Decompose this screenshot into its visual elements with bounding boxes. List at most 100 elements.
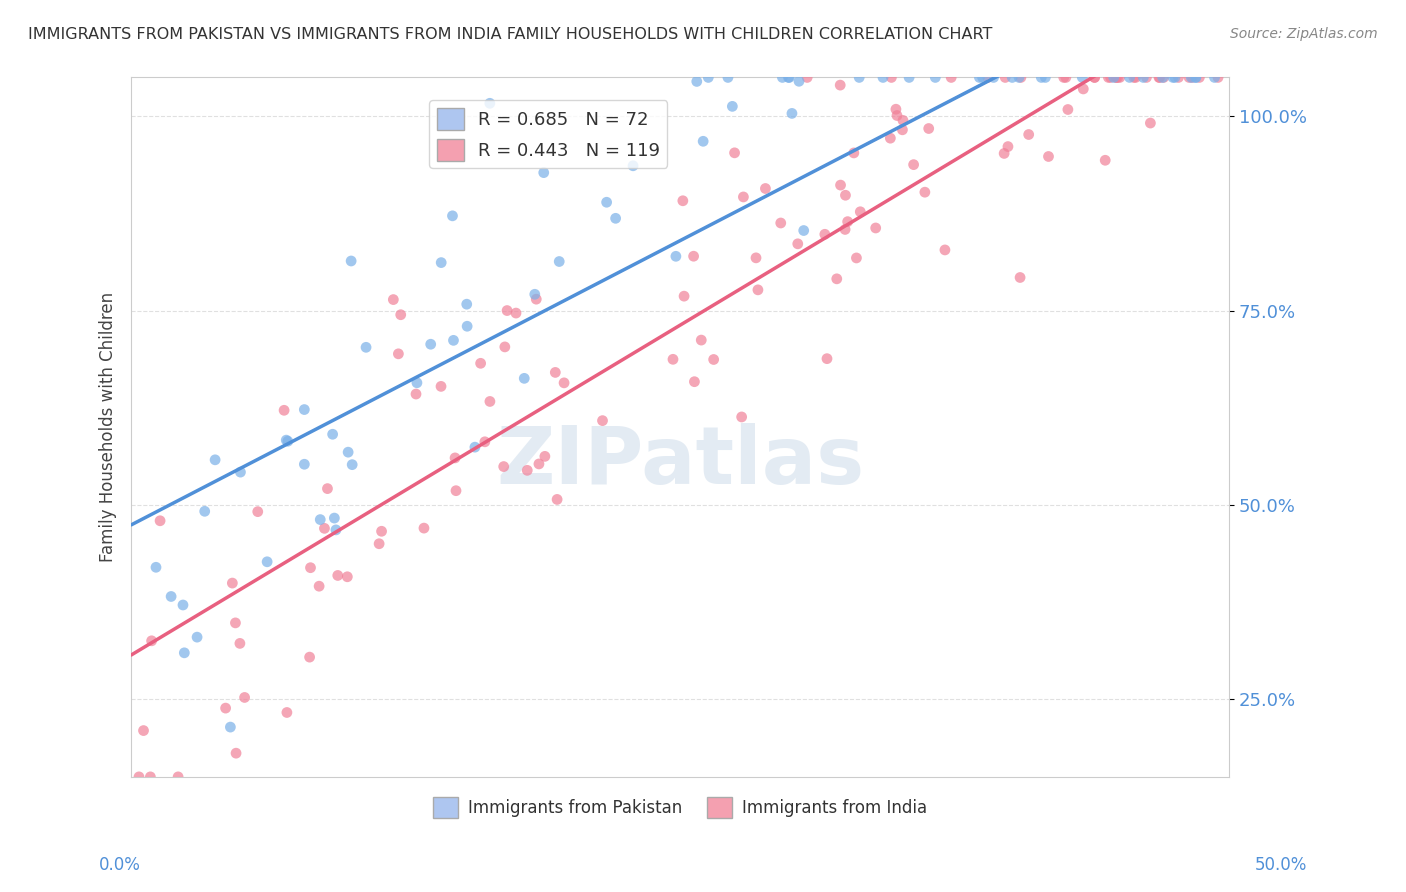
Point bbox=[139, 770, 162, 784]
Point bbox=[308, 579, 330, 593]
Point bbox=[1188, 70, 1211, 85]
Point bbox=[787, 74, 810, 88]
Point bbox=[276, 433, 298, 447]
Point bbox=[1132, 70, 1154, 85]
Point bbox=[621, 159, 644, 173]
Point bbox=[340, 254, 363, 268]
Point bbox=[173, 646, 195, 660]
Point bbox=[837, 214, 859, 228]
Point bbox=[246, 505, 269, 519]
Point bbox=[994, 70, 1017, 85]
Point bbox=[336, 570, 359, 584]
Point bbox=[277, 434, 299, 449]
Point bbox=[387, 347, 409, 361]
Point bbox=[370, 524, 392, 539]
Point bbox=[848, 70, 870, 85]
Point bbox=[845, 251, 868, 265]
Point bbox=[470, 356, 492, 370]
Point bbox=[219, 720, 242, 734]
Point bbox=[1053, 70, 1076, 85]
Point bbox=[534, 450, 557, 464]
Point bbox=[322, 427, 344, 442]
Point bbox=[1164, 70, 1187, 85]
Point bbox=[430, 255, 453, 269]
Point bbox=[340, 458, 363, 472]
Point bbox=[1107, 70, 1129, 85]
Point bbox=[1105, 70, 1128, 85]
Point bbox=[914, 185, 936, 199]
Point bbox=[834, 222, 856, 236]
Point bbox=[1108, 70, 1130, 85]
Point bbox=[993, 146, 1015, 161]
Point bbox=[325, 523, 347, 537]
Point bbox=[430, 379, 453, 393]
Point bbox=[665, 249, 688, 263]
Point bbox=[880, 70, 903, 85]
Point bbox=[983, 70, 1005, 85]
Point bbox=[690, 333, 713, 347]
Point bbox=[298, 650, 321, 665]
Point bbox=[1161, 70, 1184, 85]
Point bbox=[505, 306, 527, 320]
Point bbox=[697, 70, 720, 85]
Point bbox=[815, 351, 838, 366]
Point bbox=[997, 139, 1019, 153]
Point bbox=[548, 254, 571, 268]
Point bbox=[1057, 103, 1080, 117]
Point bbox=[941, 70, 963, 85]
Point bbox=[786, 236, 808, 251]
Point bbox=[492, 459, 515, 474]
Point bbox=[405, 387, 427, 401]
Point bbox=[825, 272, 848, 286]
Point bbox=[969, 70, 991, 85]
Point bbox=[672, 194, 695, 208]
Point bbox=[903, 158, 925, 172]
Point bbox=[337, 445, 360, 459]
Point bbox=[221, 576, 243, 591]
Point bbox=[1152, 70, 1174, 85]
Point bbox=[778, 70, 800, 85]
Point bbox=[1031, 70, 1053, 85]
Point bbox=[225, 746, 247, 760]
Point bbox=[474, 434, 496, 449]
Point bbox=[686, 74, 709, 88]
Point bbox=[1118, 70, 1140, 85]
Point bbox=[456, 319, 478, 334]
Point bbox=[299, 560, 322, 574]
Point bbox=[683, 375, 706, 389]
Legend: Immigrants from Pakistan, Immigrants from India: Immigrants from Pakistan, Immigrants fro… bbox=[426, 791, 934, 824]
Point bbox=[527, 457, 550, 471]
Point bbox=[141, 633, 163, 648]
Point bbox=[769, 216, 792, 230]
Point bbox=[592, 414, 614, 428]
Point bbox=[316, 482, 339, 496]
Point bbox=[1071, 82, 1094, 96]
Point bbox=[595, 195, 617, 210]
Point bbox=[891, 113, 914, 128]
Point bbox=[132, 723, 155, 738]
Point bbox=[544, 366, 567, 380]
Point bbox=[464, 440, 486, 454]
Point bbox=[733, 190, 755, 204]
Point bbox=[229, 465, 252, 479]
Point bbox=[754, 181, 776, 195]
Text: 0.0%: 0.0% bbox=[98, 856, 141, 874]
Point bbox=[478, 96, 501, 111]
Point bbox=[478, 394, 501, 409]
Point bbox=[745, 251, 768, 265]
Point bbox=[1018, 128, 1040, 142]
Point bbox=[1010, 70, 1032, 85]
Point bbox=[1001, 70, 1024, 85]
Point bbox=[128, 770, 150, 784]
Point bbox=[747, 283, 769, 297]
Point bbox=[524, 292, 547, 306]
Point bbox=[419, 337, 441, 351]
Point bbox=[703, 352, 725, 367]
Point bbox=[1094, 153, 1116, 168]
Point bbox=[1167, 70, 1189, 85]
Point bbox=[891, 123, 914, 137]
Point bbox=[406, 376, 429, 390]
Point bbox=[1149, 70, 1171, 85]
Point bbox=[516, 463, 538, 477]
Point bbox=[717, 70, 740, 85]
